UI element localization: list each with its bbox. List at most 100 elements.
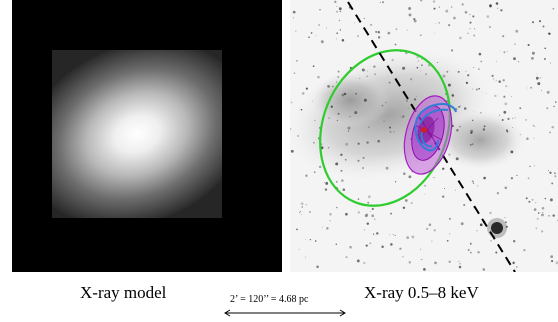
point-source [472,182,475,184]
point-source [534,125,536,127]
point-source [470,251,472,254]
point-source [474,28,476,30]
point-source [546,90,550,94]
point-source [554,175,557,178]
point-source [485,92,487,94]
point-source [544,47,547,50]
point-source [514,117,516,119]
point-source [478,87,480,90]
point-source [433,32,435,34]
point-source [357,142,360,145]
point-source [488,25,491,29]
point-source [542,25,545,28]
point-source [356,34,360,38]
point-source [425,227,429,231]
point-source [535,202,537,204]
point-source [402,66,406,70]
point-source [326,181,328,183]
point-source [415,95,417,97]
point-source [423,268,426,271]
point-source [402,255,404,258]
point-source [547,32,551,35]
point-source [413,17,416,21]
point-source [544,197,547,200]
point-source [394,181,397,183]
point-source [372,233,375,235]
point-source [459,125,461,128]
point-source [526,87,528,89]
point-source [354,22,355,24]
point-source [336,10,338,13]
point-source [478,68,480,70]
point-source [505,225,508,228]
point-source [490,239,492,242]
point-source [362,156,365,159]
point-source [364,70,366,72]
point-source [327,85,330,88]
point-source [342,188,346,191]
point-source [399,247,402,250]
point-source [448,217,451,220]
point-source [341,179,344,182]
point-source [338,7,342,11]
point-source [345,256,348,259]
point-source [555,261,558,265]
point-source [318,24,320,26]
point-source [381,245,384,249]
point-source [392,233,394,235]
point-source [532,124,535,127]
point-source [527,177,530,179]
point-source [394,43,397,46]
point-source [541,207,545,210]
point-source [496,192,500,195]
point-source [504,186,508,190]
point-source [409,78,413,81]
point-source [408,7,412,10]
point-source [458,106,460,108]
point-source [442,167,445,170]
point-source [478,52,482,56]
point-source [510,150,514,154]
point-source [528,200,531,203]
point-source [300,214,303,216]
point-source [321,147,323,149]
point-source [552,7,555,10]
point-source [308,36,310,38]
point-source [451,94,455,97]
point-source [305,238,307,240]
point-source [292,10,296,14]
blue-contours [414,102,457,152]
point-source [395,28,398,30]
central-source [421,127,427,133]
point-source [433,7,436,10]
point-source [467,32,469,35]
point-source [417,60,419,62]
point-source [425,73,428,76]
point-source [472,111,474,113]
point-source [319,9,321,11]
point-source [548,214,550,217]
point-source [335,162,339,166]
point-source [549,62,551,64]
point-source [486,15,490,18]
point-source [503,95,506,98]
point-source [436,61,438,64]
point-source [385,101,387,104]
point-source [370,24,372,26]
point-source [515,29,519,33]
point-source [337,70,340,73]
point-source [314,119,316,122]
point-source [408,261,412,264]
point-source [465,71,467,73]
point-source [377,36,381,39]
point-source [338,19,341,22]
point-source [391,58,394,62]
point-source [432,0,436,3]
point-source [458,265,462,269]
point-source [511,96,512,98]
point-source [503,51,506,54]
point-source [382,1,385,4]
point-source [371,214,375,218]
point-source [399,116,401,118]
point-source [347,130,350,132]
